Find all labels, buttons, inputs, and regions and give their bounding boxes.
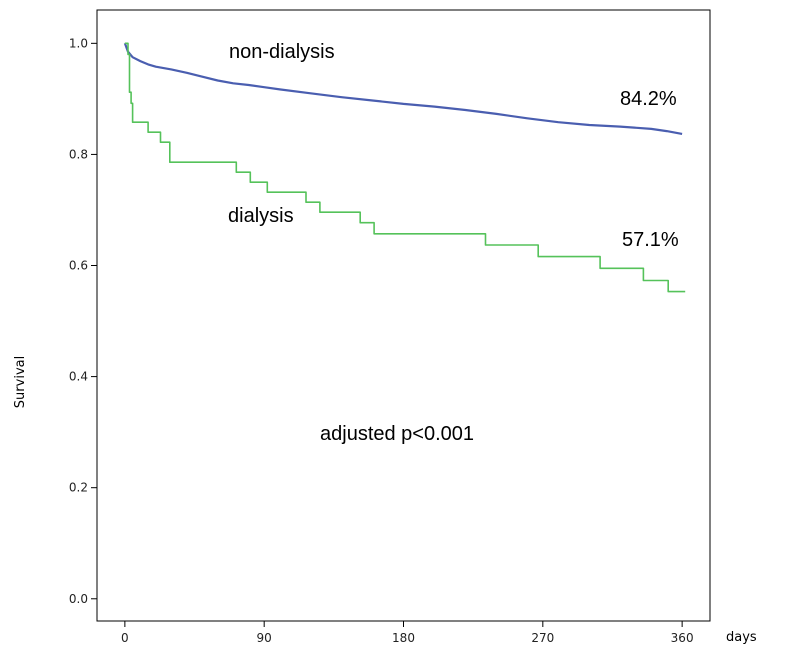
- x-tick-label: 0: [121, 631, 129, 645]
- y-tick-label: 0.0: [69, 592, 88, 606]
- x-tick-label: 360: [671, 631, 694, 645]
- y-tick-label: 0.4: [69, 370, 88, 384]
- x-axis-ticks: 0 90 180 270 360: [121, 621, 694, 645]
- non-dialysis-final-label: 84.2%: [620, 88, 677, 110]
- series-line-non-dialysis: [123, 42, 683, 135]
- plot-frame: [96, 9, 711, 622]
- y-tick-label: 0.2: [69, 481, 88, 495]
- y-tick-label: 0.8: [69, 147, 88, 161]
- series-layer: [123, 42, 686, 293]
- p-value-annotation: adjusted p<0.001: [320, 423, 474, 445]
- series-line-dialysis: [124, 42, 686, 293]
- x-tick-label: 270: [531, 631, 554, 645]
- y-tick-label: 0.6: [69, 259, 88, 273]
- x-tick-label: 90: [257, 631, 272, 645]
- y-axis-label: Survival: [13, 356, 28, 408]
- x-axis-label: days: [726, 630, 757, 645]
- legend-non-dialysis: non-dialysis: [229, 41, 335, 63]
- legend-dialysis: dialysis: [228, 205, 294, 227]
- x-tick-label: 180: [392, 631, 415, 645]
- y-axis-ticks: 0.0 0.2 0.4 0.6 0.8 1.0: [69, 36, 97, 606]
- dialysis-final-label: 57.1%: [622, 229, 679, 251]
- y-tick-label: 1.0: [69, 36, 88, 50]
